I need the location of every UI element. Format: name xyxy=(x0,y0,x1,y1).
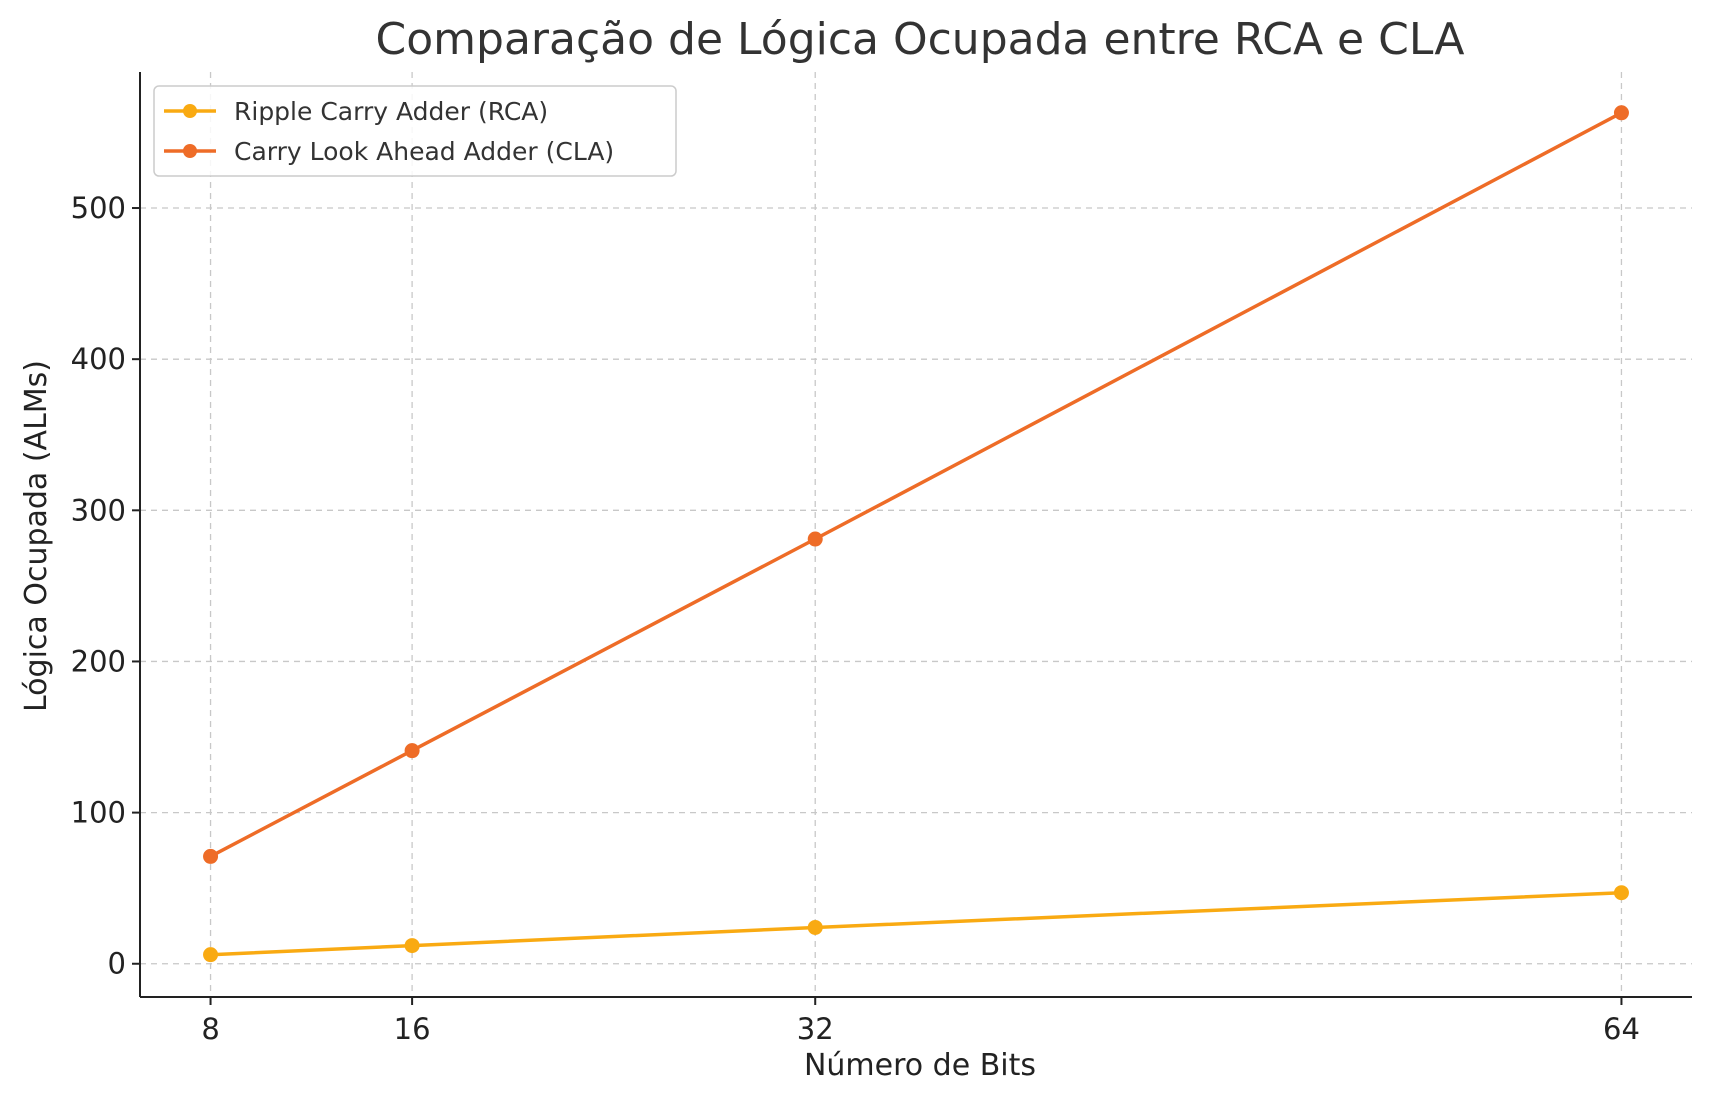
series-line xyxy=(209,111,1623,858)
legend-entry: Carry Look Ahead Adder (CLA) xyxy=(164,137,614,166)
legend-entry: Ripple Carry Adder (RCA) xyxy=(164,97,548,126)
data-point xyxy=(807,531,823,547)
series-0 xyxy=(203,885,1629,963)
data-point xyxy=(807,919,823,935)
x-tick-label: 16 xyxy=(394,1012,431,1046)
y-axis-label: Lógica Ocupada (ALMs) xyxy=(19,360,54,712)
legend-box xyxy=(153,85,677,177)
axes: 8 16 32 64 0 100 200 300 400 500 xyxy=(71,72,1692,1046)
legend-marker xyxy=(183,144,197,158)
legend-marker xyxy=(183,104,197,118)
legend: Ripple Carry Adder (RCA) Carry Look Ahead… xyxy=(153,85,677,177)
series-line xyxy=(210,890,1622,957)
y-tick-label: 500 xyxy=(71,191,126,225)
series xyxy=(203,105,1629,963)
y-tick-label: 200 xyxy=(71,644,126,678)
data-point xyxy=(1613,885,1629,901)
data-point xyxy=(203,947,219,963)
y-tick-label: 300 xyxy=(71,493,126,527)
x-tick-label: 64 xyxy=(1603,1012,1640,1046)
y-tick-label: 100 xyxy=(71,796,126,830)
x-tick-label: 32 xyxy=(797,1012,834,1046)
y-tick-label: 0 xyxy=(108,947,126,981)
data-point xyxy=(404,743,420,759)
y-tick-label: 400 xyxy=(71,342,126,376)
series-1 xyxy=(203,105,1629,864)
x-axis-label: Número de Bits xyxy=(804,1048,1036,1083)
data-point xyxy=(1613,105,1629,121)
chart-title: Comparação de Lógica Ocupada entre RCA e… xyxy=(376,14,1465,65)
grid xyxy=(140,72,1692,997)
data-point xyxy=(404,938,420,954)
x-tick-label: 8 xyxy=(201,1012,219,1046)
data-point xyxy=(203,848,219,864)
legend-label: Carry Look Ahead Adder (CLA) xyxy=(234,137,614,166)
legend-label: Ripple Carry Adder (RCA) xyxy=(234,97,548,126)
